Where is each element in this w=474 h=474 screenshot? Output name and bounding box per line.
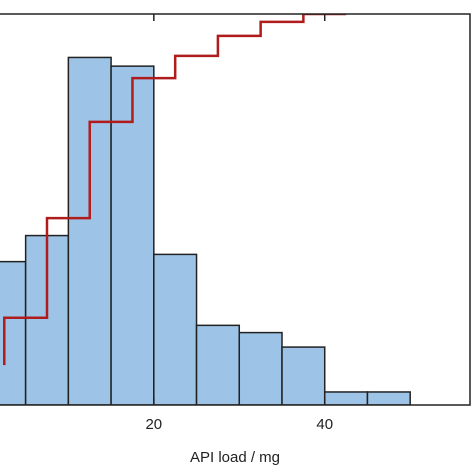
x-axis-label: API load / mg (190, 449, 280, 466)
axes-frame (0, 13, 471, 406)
bar (153, 253, 198, 405)
bar (323, 391, 369, 405)
bar (366, 391, 411, 405)
x-tick-label: 20 (145, 416, 162, 433)
bar (195, 324, 241, 405)
bar (67, 56, 112, 405)
plot-area (0, 14, 411, 405)
bar (238, 331, 283, 405)
x-tick-label: 40 (316, 416, 333, 433)
bar (281, 346, 326, 405)
cumulative-line (3, 14, 347, 366)
